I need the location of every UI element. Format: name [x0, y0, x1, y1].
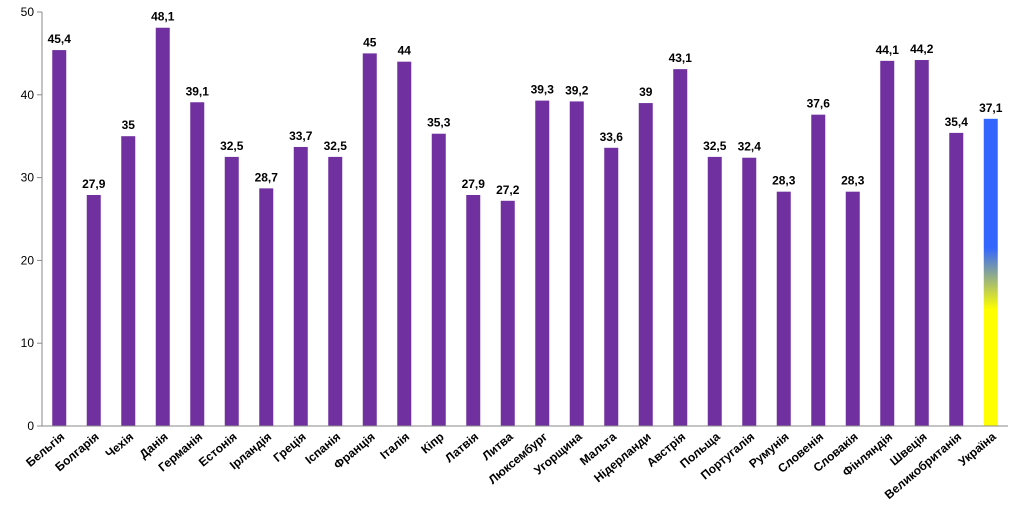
bar	[362, 53, 377, 427]
bar-value-label: 27,9	[462, 177, 486, 191]
y-tick-label: 50	[21, 5, 35, 19]
bar	[845, 191, 860, 426]
bar-value-label: 45	[363, 35, 377, 49]
bar-value-label: 39,3	[531, 83, 555, 97]
bar-value-label: 28,7	[255, 170, 279, 184]
y-tick-label: 30	[21, 171, 35, 185]
bar	[949, 132, 964, 426]
y-axis: 0 10 20 30 40 50	[21, 5, 43, 433]
bar-value-label: 39,1	[186, 84, 210, 98]
bar-value-label: 44,1	[876, 43, 900, 57]
bar	[742, 157, 757, 426]
value-labels: 45,4 27,9 35 48,1 39,1 32,5 28,7 33,7 32,5 45 44 35…	[48, 10, 1003, 197]
bar-value-label: 44	[398, 44, 412, 58]
x-tick-label: Чехія	[103, 430, 136, 461]
y-tick-label: 40	[21, 88, 35, 102]
bar-value-label: 35,4	[945, 115, 969, 129]
bar	[535, 100, 550, 426]
bar	[811, 114, 826, 426]
bar	[121, 136, 136, 426]
bar	[155, 27, 170, 427]
bar	[880, 60, 895, 427]
bar-value-label: 32,5	[703, 139, 727, 153]
bar-value-label: 39	[639, 85, 653, 99]
bar-value-label: 33,6	[600, 130, 624, 144]
bar	[224, 156, 239, 426]
bar	[707, 156, 722, 426]
bar-value-label: 28,3	[772, 174, 796, 188]
bar	[86, 194, 101, 426]
bar-value-label: 45,4	[48, 32, 72, 46]
bar	[983, 118, 998, 426]
bar	[190, 102, 205, 426]
bar	[52, 50, 67, 426]
bar-value-label: 27,9	[82, 177, 106, 191]
bar	[673, 69, 688, 426]
bar	[914, 60, 929, 427]
bar	[328, 156, 343, 426]
bars	[52, 27, 998, 427]
y-tick-label: 0	[27, 419, 34, 433]
bar	[397, 61, 412, 427]
bar-value-label: 37,1	[979, 101, 1003, 115]
x-tick-label: Італія	[377, 430, 412, 462]
x-tick-label: Латвія	[442, 430, 481, 466]
bar-value-label: 27,2	[496, 183, 520, 197]
bar-value-label: 48,1	[151, 10, 175, 24]
bar-value-label: 35	[122, 118, 136, 132]
bar	[293, 146, 308, 427]
x-tick-label: Україна	[956, 429, 999, 468]
x-tick-label: Греція	[271, 430, 309, 465]
bar-value-label: 33,7	[289, 129, 313, 143]
bar	[500, 200, 515, 426]
bar	[569, 101, 584, 426]
bar	[638, 103, 653, 426]
bar-value-label: 37,6	[807, 97, 831, 111]
bar-value-label: 28,3	[841, 174, 865, 188]
y-tick-label: 20	[21, 253, 35, 267]
bar	[259, 188, 274, 426]
y-tick-label: 10	[21, 336, 35, 350]
bar	[776, 191, 791, 426]
bar-value-label: 39,2	[565, 83, 589, 97]
bar	[466, 194, 481, 426]
bar-value-label: 32,5	[220, 139, 244, 153]
bar-value-label: 43,1	[669, 51, 693, 65]
bar-value-label: 35,3	[427, 116, 451, 130]
bar	[604, 147, 619, 427]
bar-value-label: 44,2	[910, 42, 934, 56]
x-tick-label: Кіпр	[418, 430, 446, 457]
bar-value-label: 32,5	[324, 139, 348, 153]
bar	[431, 133, 446, 426]
bar-value-label: 32,4	[738, 140, 762, 154]
